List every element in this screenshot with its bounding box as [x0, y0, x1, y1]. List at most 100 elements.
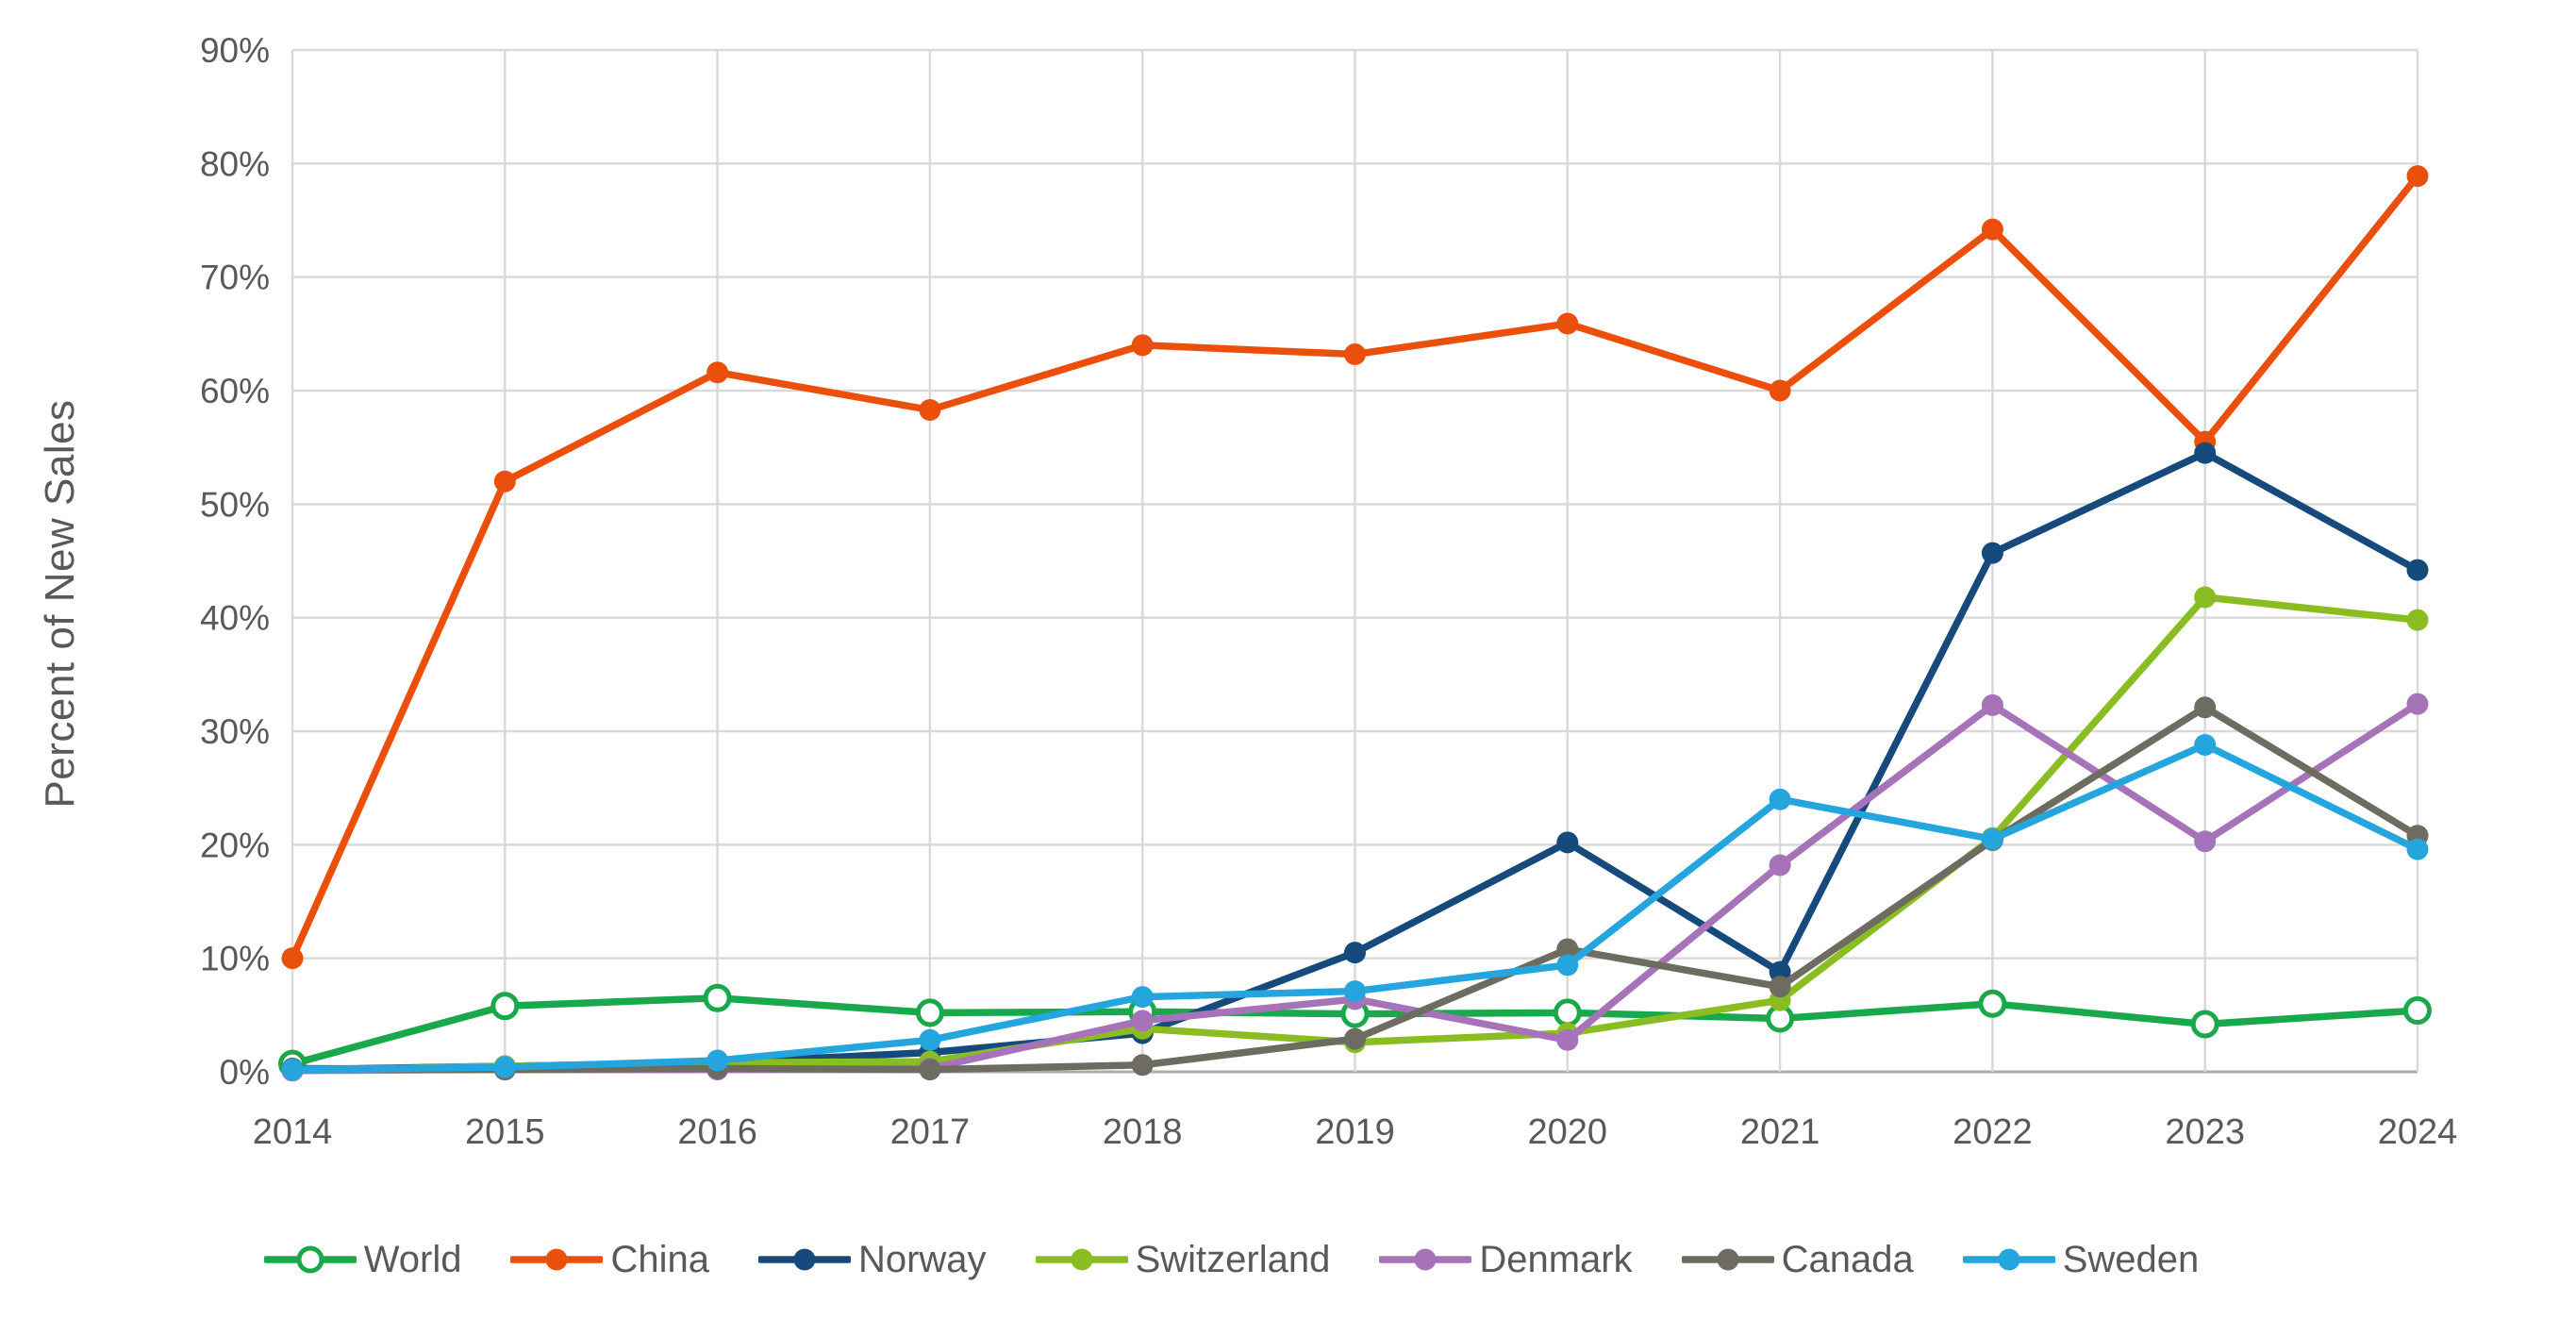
- point-china-2015: [493, 470, 516, 493]
- point-norway-2019: [1344, 942, 1366, 964]
- legend-label-sweden: Sweden: [2062, 1238, 2200, 1280]
- point-sweden-2022: [1981, 827, 2003, 850]
- y-tick-label: 20%: [200, 826, 270, 864]
- y-tick-label: 80%: [200, 144, 270, 183]
- legend-item-world: World: [263, 1238, 462, 1281]
- point-world-2016: [703, 983, 732, 1012]
- y-tick-label: 40%: [200, 599, 270, 638]
- x-tick-label: 2017: [890, 1112, 971, 1152]
- y-tick-label: 10%: [200, 940, 270, 978]
- legend-swatch-canada-icon: [1681, 1248, 1774, 1271]
- point-sweden-2015: [493, 1056, 516, 1078]
- point-china-2019: [1344, 342, 1366, 365]
- point-denmark-2024: [2406, 693, 2429, 715]
- point-denmark-2020: [1556, 1028, 1579, 1051]
- legend-marker: [793, 1248, 816, 1271]
- y-tick-label: 50%: [200, 485, 270, 524]
- point-denmark-2022: [1981, 693, 2003, 716]
- point-china-2021: [1769, 379, 1791, 402]
- point-canada-2017: [919, 1059, 941, 1081]
- point-sweden-2019: [1344, 980, 1366, 1003]
- legend-label-china: China: [610, 1238, 709, 1280]
- point-world-2023: [2190, 1010, 2219, 1039]
- point-denmark-2023: [2194, 830, 2217, 853]
- x-tick-label: 2016: [677, 1112, 757, 1152]
- point-canada-2021: [1769, 976, 1791, 998]
- point-world-2020: [1553, 998, 1582, 1027]
- point-china-2014: [281, 947, 304, 970]
- x-tick-label: 2021: [1740, 1112, 1820, 1152]
- x-tick-label: 2018: [1103, 1112, 1183, 1152]
- y-axis-title: Percent of New Sales: [37, 399, 83, 809]
- legend-item-china: China: [510, 1239, 709, 1281]
- legend-marker: [1071, 1248, 1093, 1271]
- point-china-2017: [919, 398, 941, 421]
- legend-label-switzerland: Switzerland: [1135, 1238, 1331, 1280]
- x-tick-label: 2019: [1315, 1112, 1395, 1152]
- x-tick-label: 2020: [1528, 1112, 1608, 1152]
- legend: World China Norway Switzerland Denmark Canada…: [0, 1225, 2463, 1294]
- legend-marker: [1717, 1248, 1739, 1271]
- point-norway-2022: [1981, 542, 2003, 564]
- y-tick-labels: 0% 10% 20% 30% 40% 50% 60% 70% 80% 90%: [200, 31, 270, 1092]
- point-canada-2023: [2194, 696, 2217, 719]
- x-tick-label: 2022: [1953, 1112, 2033, 1152]
- legend-label-denmark: Denmark: [1479, 1238, 1633, 1280]
- point-world-2022: [1978, 989, 2007, 1018]
- legend-item-denmark: Denmark: [1379, 1238, 1633, 1281]
- point-norway-2023: [2194, 442, 2217, 464]
- legend-marker: [1998, 1248, 2020, 1271]
- legend-swatch-china-icon: [510, 1248, 604, 1271]
- point-sweden-2023: [2194, 733, 2217, 756]
- y-tick-label: 60%: [200, 372, 270, 410]
- point-china-2024: [2406, 165, 2429, 188]
- point-china-2018: [1131, 334, 1154, 357]
- legend-swatch-world-icon: [263, 1245, 357, 1274]
- legend-label-norway: Norway: [857, 1238, 987, 1280]
- series-lines: [278, 165, 2432, 1082]
- legend-label-world: World: [363, 1238, 462, 1280]
- point-norway-2020: [1556, 831, 1579, 854]
- point-sweden-2014: [281, 1059, 304, 1081]
- point-denmark-2021: [1769, 854, 1791, 877]
- legend-marker: [545, 1248, 568, 1271]
- point-world-2024: [2403, 996, 2432, 1026]
- point-norway-2024: [2406, 559, 2429, 581]
- point-canada-2019: [1344, 1027, 1366, 1050]
- legend-marker: [1414, 1248, 1437, 1271]
- x-tick-label: 2015: [465, 1112, 545, 1152]
- point-sweden-2021: [1769, 788, 1791, 810]
- y-tick-label: 70%: [200, 259, 270, 297]
- x-tick-label: 2024: [2378, 1112, 2458, 1152]
- y-tick-label: 90%: [200, 31, 270, 70]
- x-tick-labels: 2014 2015 2016 2017 2018 2019 2020 2021 2022 2023…: [253, 1112, 2458, 1152]
- point-sweden-2020: [1556, 954, 1579, 977]
- x-tick-label: 2014: [253, 1112, 333, 1152]
- legend-item-switzerland: Switzerland: [1035, 1238, 1331, 1281]
- point-china-2016: [706, 361, 729, 384]
- point-canada-2018: [1131, 1054, 1154, 1077]
- point-canada-2020: [1556, 938, 1579, 960]
- legend-item-norway: Norway: [757, 1238, 987, 1281]
- legend-swatch-sweden-icon: [1962, 1248, 2055, 1271]
- gridlines: [291, 48, 2419, 1074]
- legend-item-canada: Canada: [1681, 1238, 1914, 1281]
- point-sweden-2024: [2406, 838, 2429, 860]
- legend-swatch-switzerland-icon: [1035, 1248, 1128, 1271]
- point-china-2022: [1981, 218, 2003, 241]
- legend-item-sweden: Sweden: [1962, 1238, 2200, 1281]
- y-tick-label: 0%: [220, 1053, 270, 1092]
- point-denmark-2018: [1131, 1010, 1154, 1032]
- point-sweden-2017: [919, 1028, 941, 1051]
- legend-label-canada: Canada: [1781, 1238, 1914, 1280]
- point-sweden-2016: [706, 1049, 729, 1072]
- point-sweden-2018: [1131, 986, 1154, 1009]
- point-world-2015: [490, 992, 520, 1021]
- point-switzerland-2024: [2406, 609, 2429, 631]
- y-tick-label: 30%: [200, 712, 270, 751]
- point-switzerland-2023: [2194, 586, 2217, 609]
- legend-swatch-denmark-icon: [1379, 1248, 1472, 1271]
- point-china-2020: [1556, 312, 1579, 335]
